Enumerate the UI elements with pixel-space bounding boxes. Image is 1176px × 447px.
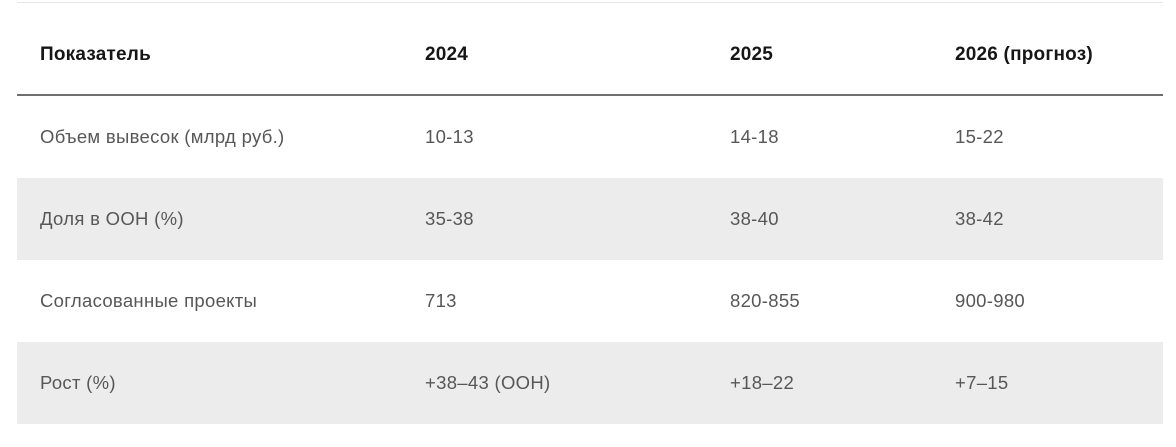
table-cell: 713	[425, 290, 457, 311]
table-cell: 38-40	[730, 208, 779, 229]
column-header-2024: 2024	[425, 43, 469, 65]
table-cell: 15-22	[955, 126, 1004, 147]
table-cell: 14-18	[730, 126, 779, 147]
table-row: Согласованные проекты 713 820-855 900-98…	[17, 260, 1163, 342]
row-label: Согласованные проекты	[40, 290, 258, 311]
table-header-row: Показатель 2024 2025 2026 (прогноз)	[17, 3, 1163, 96]
column-header-2026-forecast: 2026 (прогноз)	[955, 43, 1093, 65]
table-cell: 820-855	[730, 290, 800, 311]
row-label: Доля в OOH (%)	[40, 208, 184, 229]
table-cell: 38-42	[955, 208, 1004, 229]
table-cell: 35-38	[425, 208, 474, 229]
column-header-2025: 2025	[730, 43, 774, 65]
data-table: Показатель 2024 2025 2026 (прогноз) Объе…	[17, 2, 1163, 424]
table-cell: 900-980	[955, 290, 1025, 311]
table-cell: +7–15	[955, 372, 1009, 393]
row-label: Объем вывесок (млрд руб.)	[40, 126, 285, 147]
table-row: Рост (%) +38–43 (OOH) +18–22 +7–15	[17, 342, 1163, 424]
table-row: Объем вывесок (млрд руб.) 10-13 14-18 15…	[17, 96, 1163, 178]
row-label: Рост (%)	[40, 372, 116, 393]
table-cell: +18–22	[730, 372, 795, 393]
table-cell: +38–43 (OOH)	[425, 372, 551, 393]
table-cell: 10-13	[425, 126, 474, 147]
column-header-indicator: Показатель	[40, 43, 151, 65]
table-row: Доля в OOH (%) 35-38 38-40 38-42	[17, 178, 1163, 260]
